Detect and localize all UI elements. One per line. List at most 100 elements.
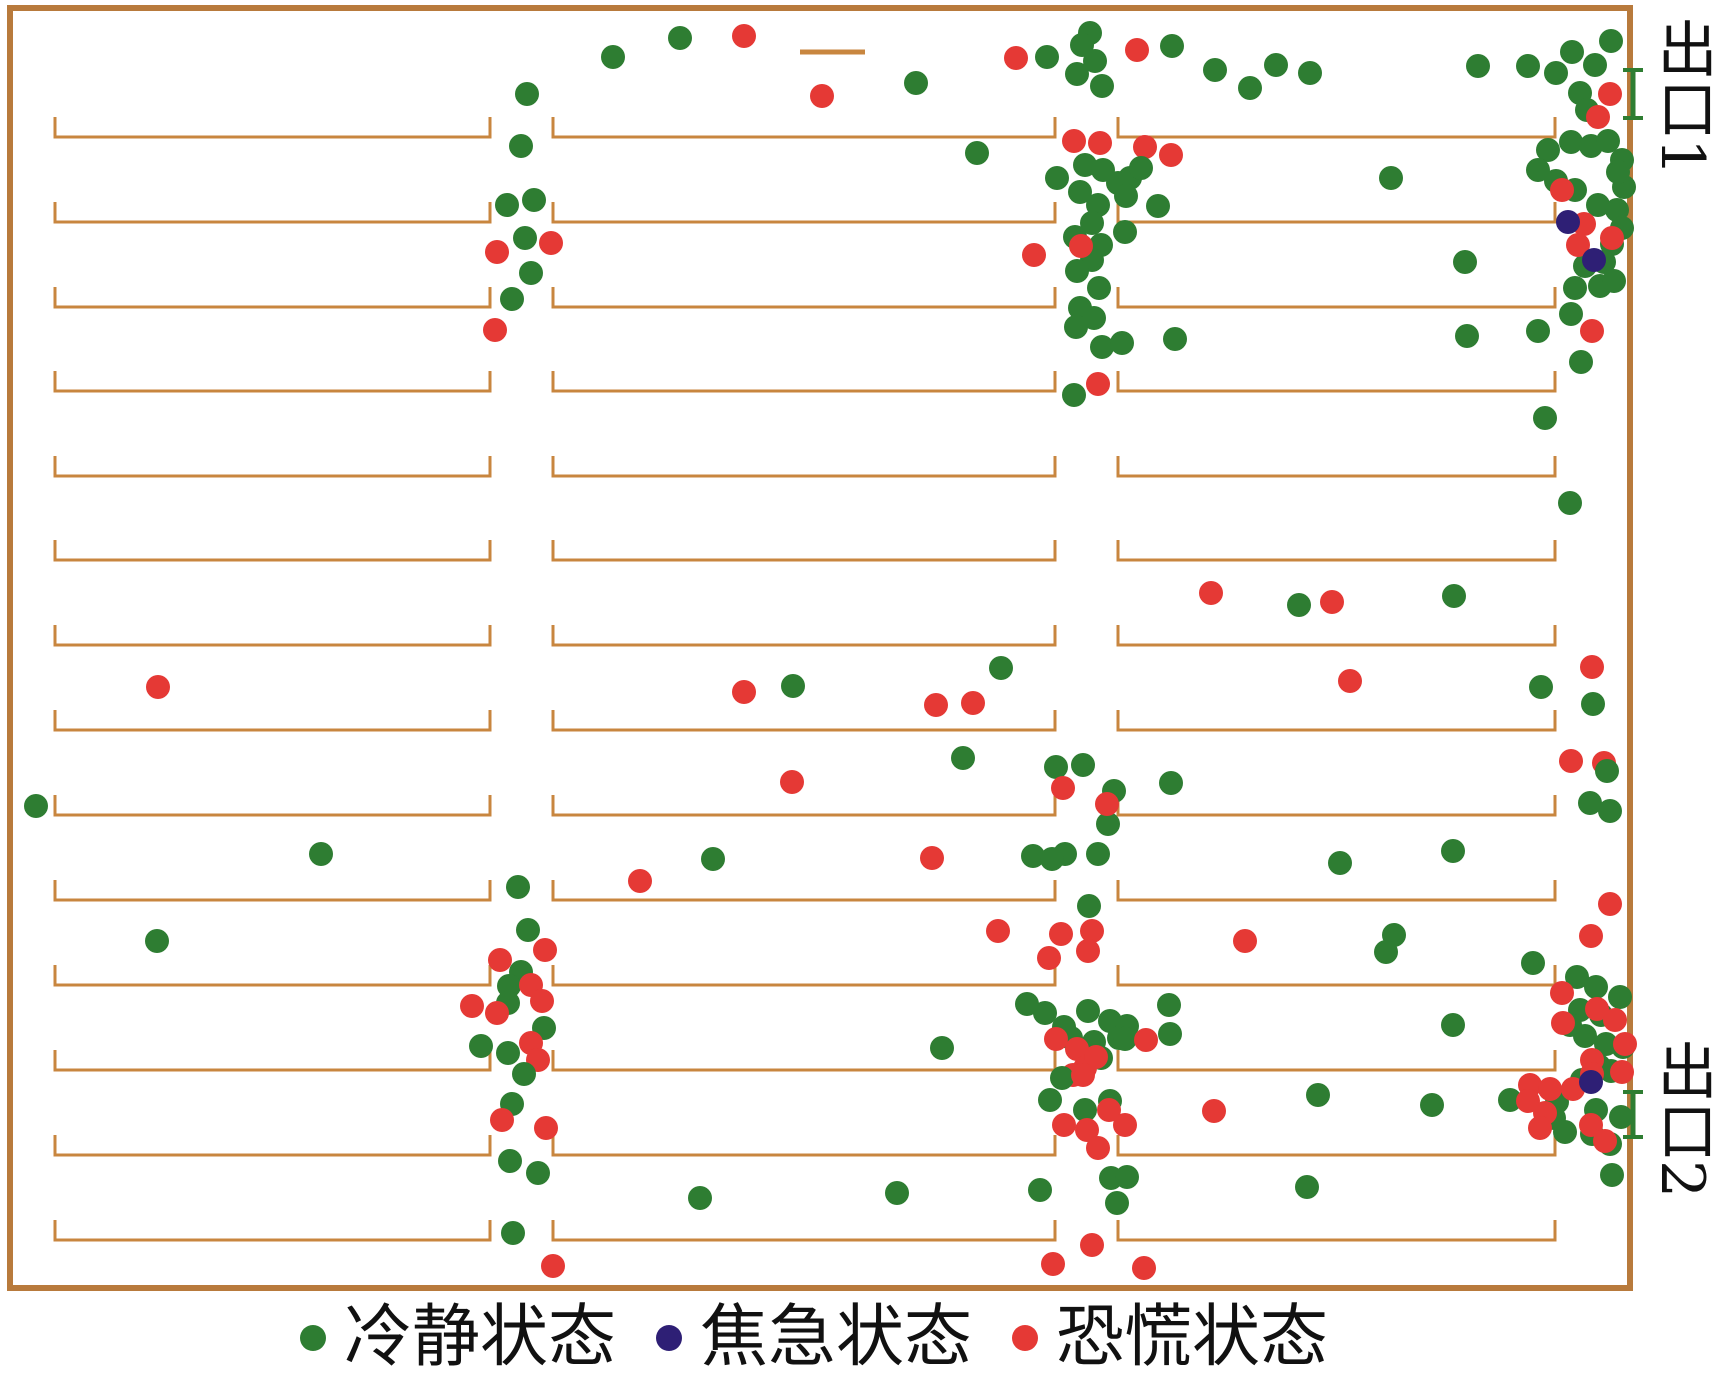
panic-agent-dot	[810, 84, 834, 108]
shelf-r12-c2	[551, 1050, 1057, 1072]
panic-agent-dot	[1613, 1032, 1637, 1056]
calm-agent-dot	[469, 1034, 493, 1058]
panic-agent-dot	[533, 938, 557, 962]
calm-agent-dot	[1441, 839, 1465, 863]
panic-agent-dot	[1134, 1028, 1158, 1052]
panic-agent-dot	[534, 1116, 558, 1140]
panic-agent-dot	[1320, 590, 1344, 614]
calm-agent-dot	[1599, 29, 1623, 53]
calm-agent-dot	[688, 1186, 712, 1210]
panic-agent-dot	[1041, 1252, 1065, 1276]
shelf-r11-c2	[551, 965, 1057, 987]
calm-agent-dot	[1064, 315, 1088, 339]
calm-agent-dot	[1560, 40, 1584, 64]
panic-agent-dot	[1086, 372, 1110, 396]
calm-agent-dot	[1113, 220, 1137, 244]
calm-agent-dot	[1521, 951, 1545, 975]
shelf-r6-c1	[53, 540, 492, 562]
shelf-r11-c3	[1116, 965, 1557, 987]
calm-agent-dot	[526, 1161, 550, 1185]
calm-agent-dot	[1455, 324, 1479, 348]
calm-agent-dot	[1065, 62, 1089, 86]
shelf-r12-c3	[1116, 1050, 1557, 1072]
panic-agent-dot	[1076, 939, 1100, 963]
calm-agent-dot	[516, 918, 540, 942]
panic-agent-dot	[1052, 1113, 1076, 1137]
panic-agent-dot	[1528, 1116, 1552, 1140]
legend-item-anxious: 焦急状态	[656, 1304, 972, 1372]
shelf-r9-c1	[53, 795, 492, 817]
shelf-r2-c3	[1116, 202, 1557, 224]
calm-agent-dot	[1146, 194, 1170, 218]
calm-agent-dot	[1306, 1083, 1330, 1107]
calm-agent-dot	[1073, 1098, 1097, 1122]
calm-agent-dot	[1096, 812, 1120, 836]
calm-agent-dot	[500, 287, 524, 311]
panic-agent-dot	[1086, 1136, 1110, 1160]
shelf-r2-c2	[551, 202, 1057, 224]
calm-agent-dot	[989, 656, 1013, 680]
calm-agent-dot	[1595, 759, 1619, 783]
calm-agent-dot	[904, 71, 928, 95]
calm-agent-dot	[1533, 406, 1557, 430]
shelf-r2-c1	[53, 202, 492, 224]
panic-agent-dot	[924, 693, 948, 717]
calm-dot-icon	[300, 1325, 326, 1351]
panic-agent-dot	[460, 994, 484, 1018]
calm-agent-dot	[1536, 138, 1560, 162]
shelf-r10-c1	[53, 880, 492, 902]
anxious-agent-dot	[1582, 248, 1606, 272]
calm-agent-dot	[513, 226, 537, 250]
calm-agent-dot	[1040, 847, 1064, 871]
exit-markers	[1623, 68, 1643, 1139]
calm-agent-dot	[1159, 771, 1183, 795]
legend-item-calm: 冷静状态	[300, 1304, 616, 1372]
panic-agent-dot	[1097, 1098, 1121, 1122]
calm-agent-dot	[509, 134, 533, 158]
calm-agent-dot	[1441, 1013, 1465, 1037]
calm-agent-dot	[1028, 1178, 1052, 1202]
shelf-r8-c1	[53, 710, 492, 732]
calm-agent-dot	[24, 794, 48, 818]
calm-agent-dot	[1544, 61, 1568, 85]
panic-agent-dot	[1603, 1008, 1627, 1032]
panic-agent-dot	[1580, 655, 1604, 679]
calm-agent-dot	[515, 82, 539, 106]
panic-agent-dot	[1233, 929, 1257, 953]
shelf-r5-c3	[1116, 456, 1557, 478]
calm-agent-dot	[1420, 1093, 1444, 1117]
calm-agent-dot	[1157, 993, 1181, 1017]
panic-agent-dot	[1022, 243, 1046, 267]
calm-agent-dot	[1598, 799, 1622, 823]
calm-agent-dot	[1065, 259, 1089, 283]
calm-agent-dot	[1295, 1175, 1319, 1199]
panic-agent-dot	[1559, 749, 1583, 773]
panic-agent-dot	[1080, 919, 1104, 943]
panic-agent-dot	[1551, 1011, 1575, 1035]
panic-agent-dot	[1199, 581, 1223, 605]
panic-agent-dot	[1585, 997, 1609, 1021]
legend: 冷静状态 焦急状态 恐慌状态	[300, 1298, 1368, 1378]
calm-agent-dot	[1163, 327, 1187, 351]
shelf-r7-c3	[1116, 625, 1557, 647]
calm-agent-dot	[885, 1181, 909, 1205]
anxious-agent-dot	[1556, 210, 1580, 234]
shelf-r3-c1	[53, 287, 492, 309]
panic-agent-dot	[1598, 82, 1622, 106]
calm-agent-dot	[1453, 250, 1477, 274]
calm-agent-dot	[497, 974, 521, 998]
panic-agent-dot	[628, 869, 652, 893]
calm-agent-dot	[965, 141, 989, 165]
calm-agent-dot	[1070, 33, 1094, 57]
shelf-r8-c2	[551, 710, 1057, 732]
panic-agent-dot	[1580, 319, 1604, 343]
panic-agent-dot	[1049, 922, 1073, 946]
calm-agent-dot	[1559, 302, 1583, 326]
shelf-r3-c2	[551, 287, 1057, 309]
calm-agent-dot	[145, 929, 169, 953]
calm-agent-dot	[1050, 1066, 1074, 1090]
panic-agent-dot	[961, 691, 985, 715]
panic-agent-dot	[1051, 776, 1075, 800]
shelf-r3-c3	[1116, 287, 1557, 309]
calm-agent-dot	[1529, 675, 1553, 699]
